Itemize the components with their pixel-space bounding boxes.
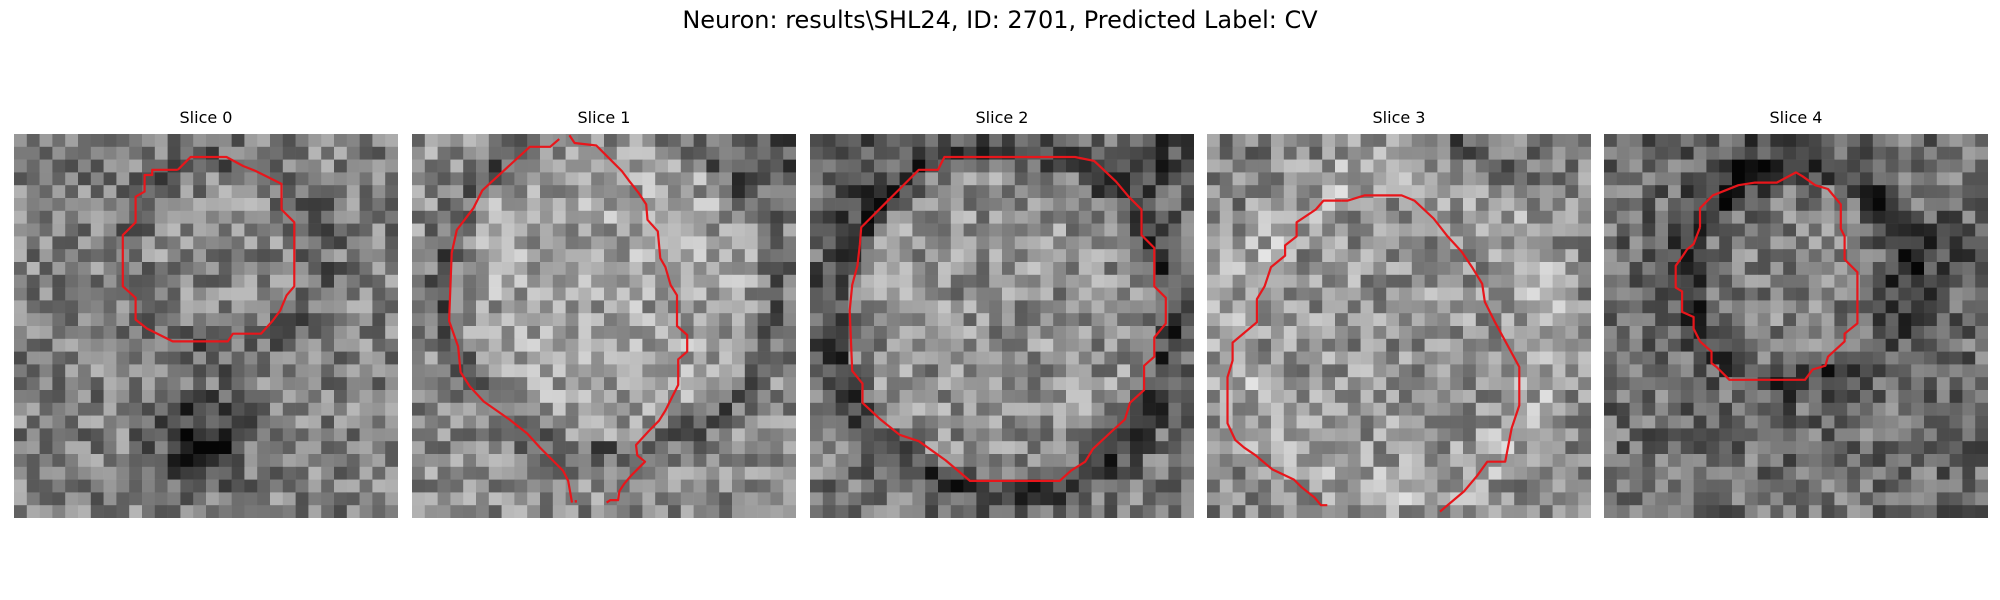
pixel-grid xyxy=(810,134,1194,518)
slice-title: Slice 2 xyxy=(975,108,1029,127)
slice-image-2 xyxy=(810,134,1194,518)
segmentation-contour xyxy=(1674,171,1859,381)
pixel-grid xyxy=(412,134,796,518)
segmentation-contour xyxy=(568,134,689,504)
segmentation-contour xyxy=(1226,199,1342,507)
slice-image-3 xyxy=(1207,134,1591,518)
figure-title: Neuron: results\SHL24, ID: 2701, Predict… xyxy=(682,6,1318,34)
pixel-grid xyxy=(1604,134,1988,518)
pixel-grid xyxy=(14,134,398,518)
slice-title: Slice 1 xyxy=(577,108,631,127)
segmentation-contour xyxy=(848,155,1167,482)
slice-image-4 xyxy=(1604,134,1988,518)
slice-title: Slice 0 xyxy=(179,108,233,127)
slice-title: Slice 4 xyxy=(1769,108,1823,127)
segmentation-contour xyxy=(447,138,574,503)
pixel-grid xyxy=(1207,134,1591,518)
slice-image-0 xyxy=(14,134,398,518)
segmentation-contour xyxy=(1341,194,1521,513)
slice-image-1 xyxy=(412,134,796,518)
slice-title: Slice 3 xyxy=(1372,108,1426,127)
segmentation-contour xyxy=(121,155,296,343)
